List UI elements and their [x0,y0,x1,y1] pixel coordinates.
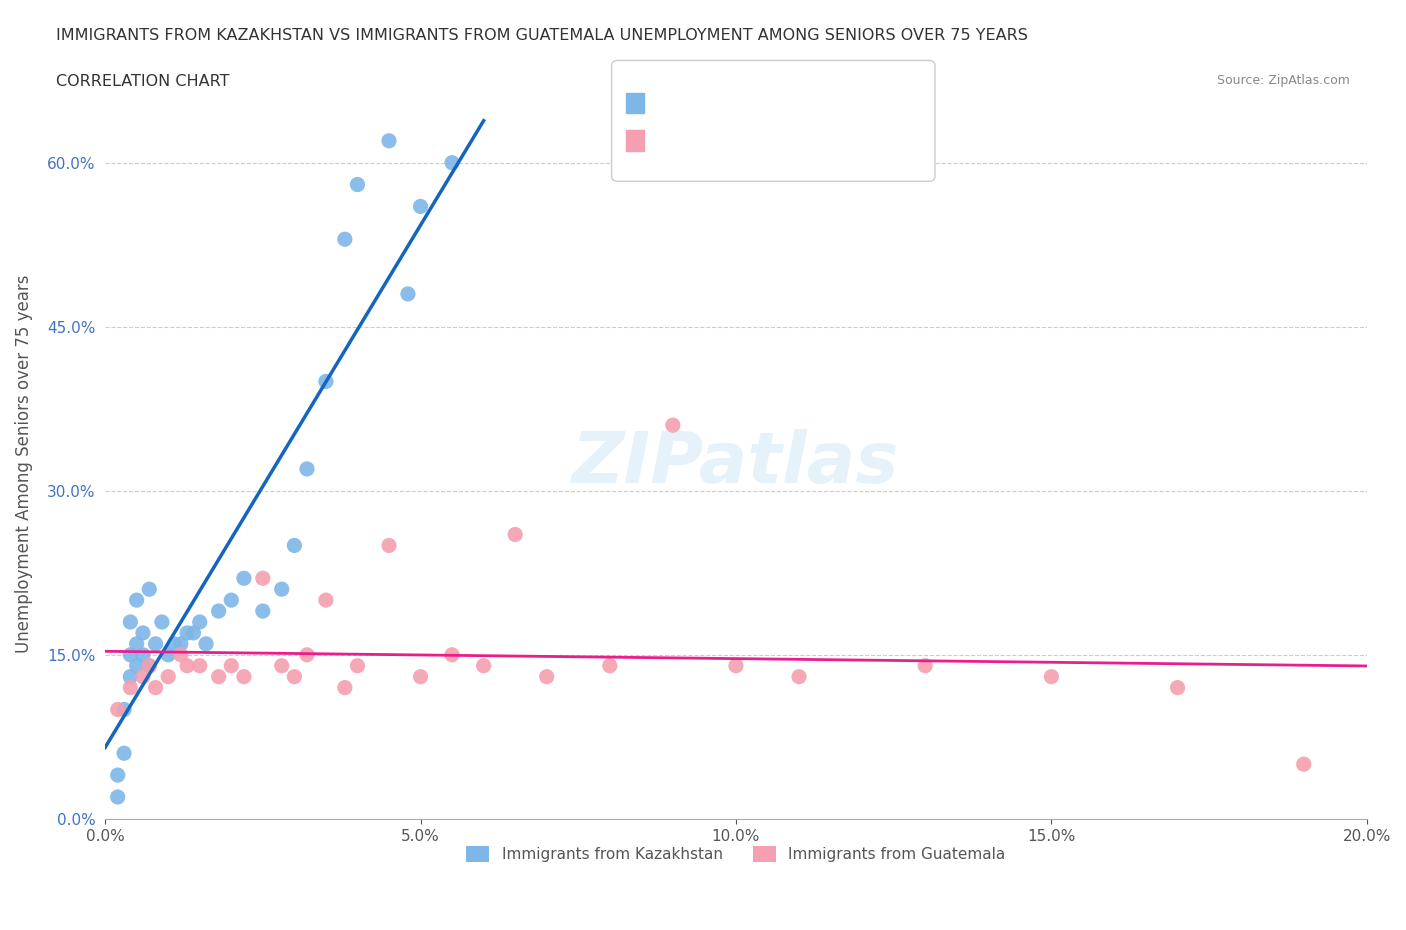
Point [138,582,160,597]
Point [157,670,180,684]
Text: IMMIGRANTS FROM KAZAKHSTAN VS IMMIGRANTS FROM GUATEMALA UNEMPLOYMENT AMONG SENIO: IMMIGRANTS FROM KAZAKHSTAN VS IMMIGRANTS… [56,28,1028,43]
Point [295,461,318,476]
Point [170,636,193,651]
Point [346,177,368,192]
Point [208,604,231,618]
Point [120,615,142,630]
Point [163,636,186,651]
Point [472,658,495,673]
Point [132,670,155,684]
Point [1040,670,1063,684]
Text: R = -0.055   N = 33: R = -0.055 N = 33 [651,132,801,147]
Point [120,647,142,662]
Point [662,418,685,432]
Legend: Immigrants from Kazakhstan, Immigrants from Guatemala: Immigrants from Kazakhstan, Immigrants f… [460,840,1011,868]
Point [120,670,142,684]
Point [333,232,356,246]
Point [183,626,205,641]
Text: CORRELATION CHART: CORRELATION CHART [56,74,229,89]
Point [378,538,401,553]
Point [283,670,305,684]
Text: R =  0.619   N = 37: R = 0.619 N = 37 [651,95,800,110]
Y-axis label: Unemployment Among Seniors over 75 years: Unemployment Among Seniors over 75 years [15,274,32,653]
Point [346,658,368,673]
Point [125,636,148,651]
Point [150,615,173,630]
Point [396,286,419,301]
Point [409,670,432,684]
Point [315,592,337,607]
Point [145,680,167,695]
Point [232,571,254,586]
Point [295,647,318,662]
Point [170,647,193,662]
Point [270,582,292,597]
Point [112,746,135,761]
Point [270,658,292,673]
Point [120,680,142,695]
Point [107,767,129,782]
Point [378,133,401,148]
Point [219,658,242,673]
Point [252,571,274,586]
Point [315,374,337,389]
Point [232,670,254,684]
Point [536,670,558,684]
Point [1167,680,1189,695]
Point [441,647,464,662]
Point [252,604,274,618]
Point [107,790,129,804]
Point [188,615,211,630]
Point [107,702,129,717]
Point [125,658,148,673]
Point [112,702,135,717]
Text: ZIPatlas: ZIPatlas [572,429,900,498]
Point [208,670,231,684]
Point [724,658,747,673]
Point [409,199,432,214]
Point [132,626,155,641]
Point [503,527,526,542]
Point [176,626,198,641]
Point [914,658,936,673]
Point [283,538,305,553]
Point [219,592,242,607]
Point [138,658,160,673]
Point [188,658,211,673]
Point [1292,757,1315,772]
Point [599,658,621,673]
Text: Source: ZipAtlas.com: Source: ZipAtlas.com [1216,74,1350,87]
Point [333,680,356,695]
Point [157,647,180,662]
Point [195,636,218,651]
Point [176,658,198,673]
Point [138,658,160,673]
Point [125,592,148,607]
Point [132,647,155,662]
Point [145,636,167,651]
Point [441,155,464,170]
Point [787,670,810,684]
